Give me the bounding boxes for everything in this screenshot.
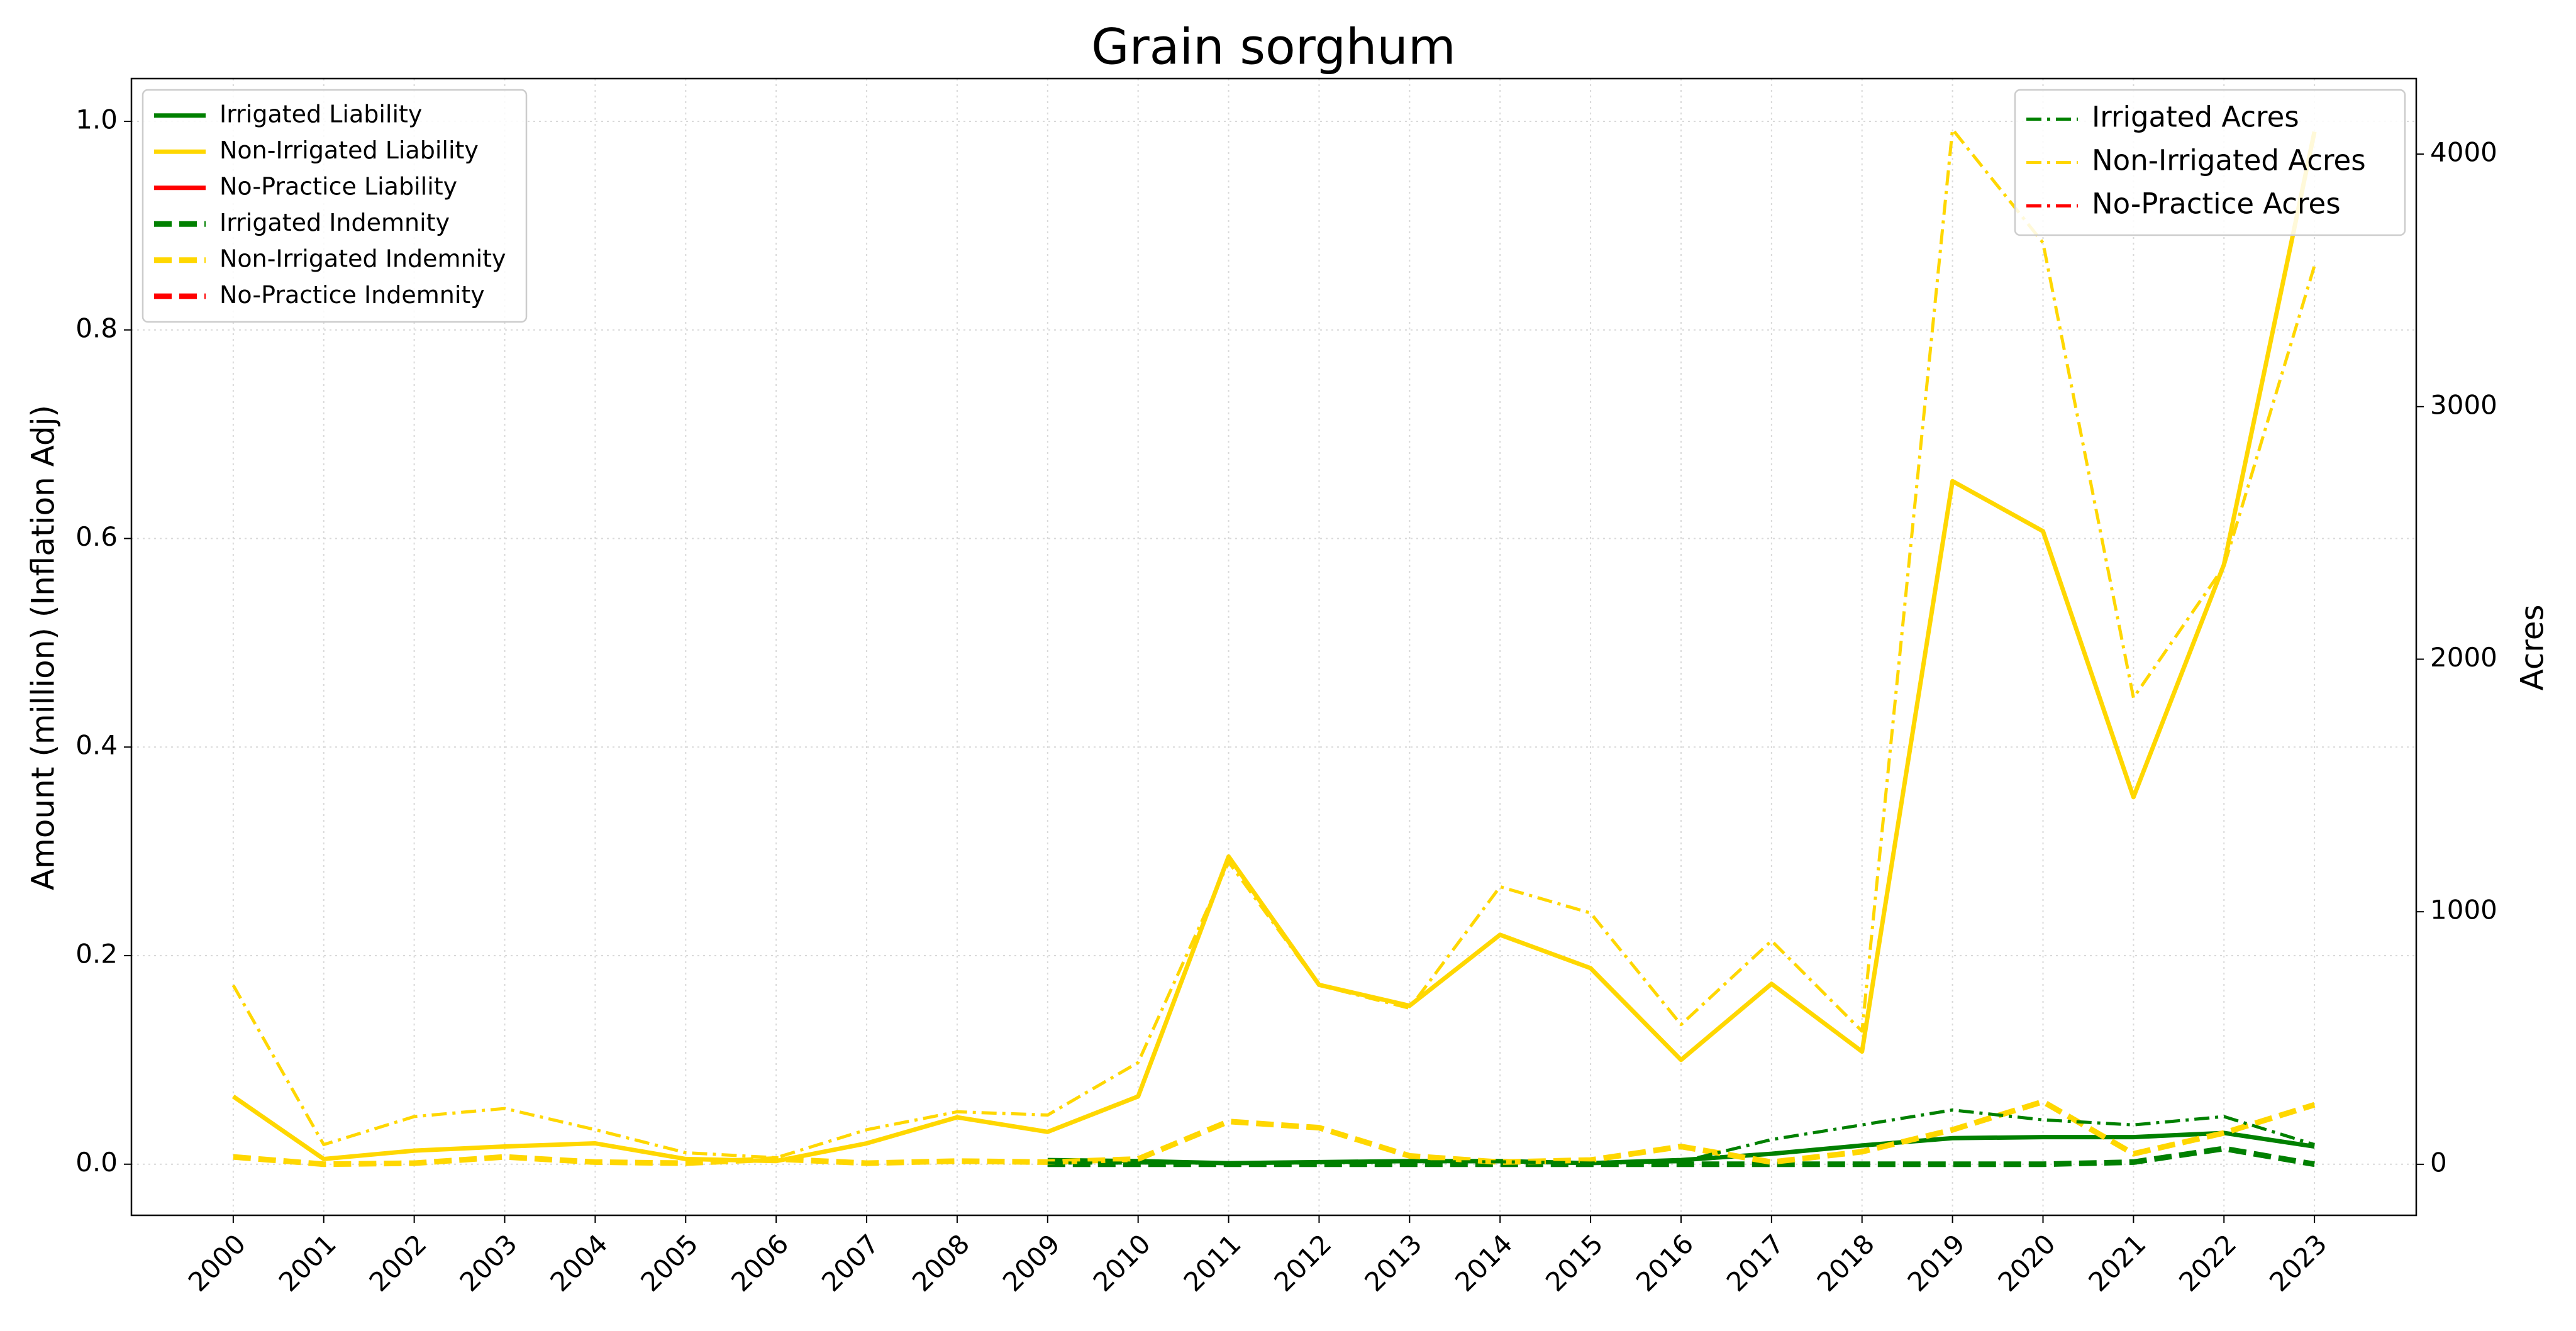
y2-tick-label: 4000 — [2430, 137, 2497, 168]
y2-tick-label: 3000 — [2430, 389, 2497, 420]
y-axis-label: Amount (million) (Inflation Adj) — [25, 405, 62, 890]
legend-box — [142, 89, 528, 323]
y2-tick-label: 0 — [2430, 1147, 2447, 1178]
y-tick-label: 0.6 — [75, 521, 118, 552]
y-tick-label: 0.0 — [75, 1147, 118, 1178]
plot-frame — [130, 77, 2418, 1217]
y-tick-label: 0.2 — [75, 938, 118, 969]
series-line — [231, 128, 2316, 1159]
legend-label: No-Practice Liability — [219, 172, 457, 200]
legend-label: Irrigated Acres — [2092, 101, 2299, 134]
series-line — [1047, 1146, 2315, 1168]
y-tick-label: 0.4 — [75, 730, 118, 761]
chart-title: Grain sorghum — [1091, 19, 1456, 75]
series-line — [231, 131, 2317, 1164]
y2-tick-label: 2000 — [2430, 642, 2497, 673]
y2-axis-label: Acres — [2514, 604, 2551, 690]
legend-box — [2014, 89, 2406, 236]
legend-label: Irrigated Liability — [219, 100, 422, 128]
y-tick-label: 1.0 — [75, 104, 118, 135]
legend-label: Irrigated Indemnity — [219, 209, 450, 236]
y-tick-label: 0.8 — [75, 312, 118, 343]
legend-label: Non-Irrigated Liability — [219, 136, 479, 164]
legend-label: No-Practice Indemnity — [219, 281, 485, 309]
legend-label: No-Practice Acres — [2092, 187, 2341, 221]
legend-label: Non-Irrigated Acres — [2092, 144, 2366, 177]
y2-tick-label: 1000 — [2430, 895, 2497, 925]
legend-label: Non-Irrigated Indemnity — [219, 245, 506, 272]
series-line — [1047, 1108, 2315, 1165]
